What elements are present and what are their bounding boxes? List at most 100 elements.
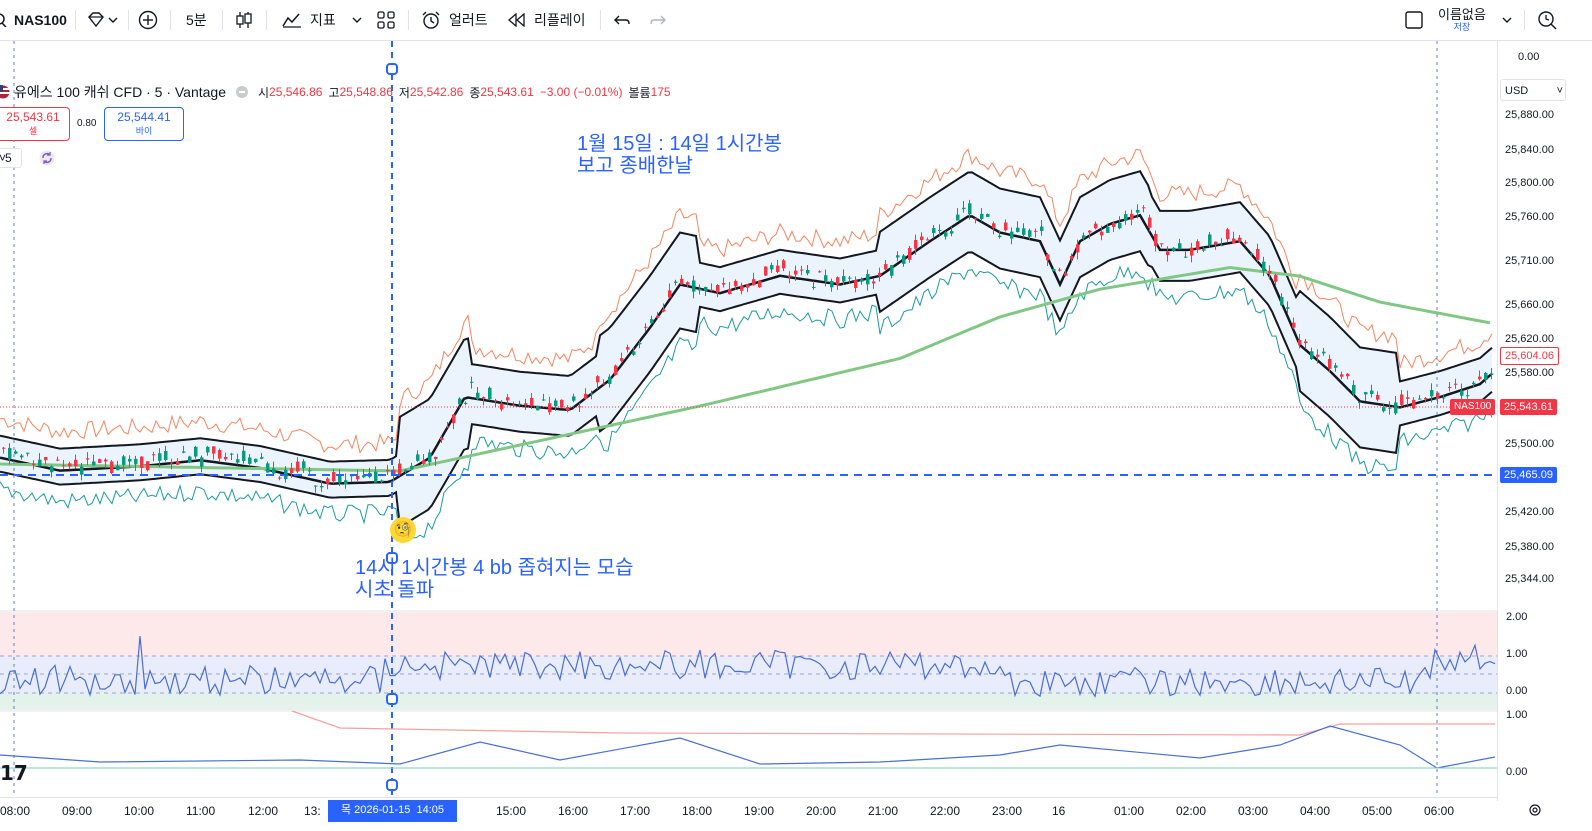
candle-body [50,466,54,473]
candle-body [1256,248,1260,260]
candle-body [1454,383,1458,385]
candle-body [1094,223,1098,229]
time-cursor-label: 목 2026-01-15 14:05 [328,800,457,822]
time-axis[interactable] [0,797,1497,831]
candle-body [1214,241,1218,245]
indicators-button[interactable]: 지표 [282,0,362,40]
open-value: 25,546.86 [269,85,323,99]
replay-button[interactable]: 리플레이 [508,0,586,40]
symbol-search[interactable]: NAS100 [0,0,80,40]
emoji-marker-icon[interactable]: 🧐 [390,517,416,543]
candle-body [482,397,486,399]
candle-body [1148,217,1152,228]
candle-body [164,450,168,461]
sell-button[interactable]: 25,543.61 셀 [0,107,70,141]
symbol-title[interactable]: 유에스 100 캐쉬 CFD · 5 · Vantage [14,84,226,100]
candle-body [1022,228,1026,235]
time-axis-label: 10:00 [124,804,155,818]
divider [1524,10,1525,30]
candle-body [410,465,414,470]
candle-body [146,461,150,471]
candle-body [416,454,420,461]
undo-button[interactable] [614,0,630,40]
candle-body [224,456,228,460]
candle-body [1160,243,1164,245]
alert-button[interactable]: 얼러트 [421,0,488,40]
layout-toggle[interactable] [1404,0,1424,40]
time-axis-label: 12:00 [248,804,279,818]
save-layout-button[interactable]: 이름없음 저장 [1438,0,1486,40]
candle-body [650,319,654,324]
candle-body [716,285,720,293]
candle-body [314,485,318,487]
candle-body [842,276,846,282]
candle-body [26,452,30,454]
time-axis-label: 17:00 [620,804,651,818]
currency-select[interactable]: USD ˅ [1500,79,1566,101]
quick-search-button[interactable] [1537,0,1557,40]
current-price-tag: 25,604.06 [1500,347,1559,365]
candle-body [290,468,294,474]
candle-body [344,480,348,485]
undo-icon [614,13,630,27]
currency-label: USD [1505,85,1529,97]
price-axis-label: 25,580.00 [1505,367,1554,379]
candle-body [674,281,678,283]
candle-body [734,280,738,287]
candle-body [1466,395,1470,397]
redo-button[interactable] [650,0,666,40]
candle-body [188,456,192,463]
osc1-axis-label: 2.00 [1506,611,1528,623]
layout-menu-button[interactable] [1502,0,1512,40]
signal-line [291,710,1495,736]
indicators-toggle[interactable]: ˅5 [0,148,22,168]
time-axis-label: 09:00 [62,804,93,818]
candle-body [1088,230,1092,233]
price-axis-label: 25,660.00 [1505,299,1554,311]
chevron-down-icon: ˅ [1556,85,1563,97]
candle-body [944,232,948,237]
layouts-button[interactable] [377,0,395,40]
buy-button[interactable]: 25,544.41 바이 [104,107,184,141]
candle-body [878,272,882,277]
rewind-icon [508,13,526,27]
tradingview-logo: 17 [0,761,28,785]
candle-body [518,403,522,405]
candle-body [668,290,672,298]
price-chart[interactable] [0,41,1592,831]
candle-body [926,239,930,241]
price-axis[interactable] [1497,41,1592,801]
price-axis-label: 25,380.00 [1505,541,1554,553]
annotation-note-2[interactable]: 14시 1시간봉 4 bb 좁혀지는 모습 시초 돌파 [355,557,634,601]
candle-body [1376,394,1380,400]
candle-body [566,407,570,411]
price-axis-label: 25,800.00 [1505,177,1554,189]
candle-body [1292,322,1296,328]
candle-body [1358,401,1362,403]
candle-body [800,269,804,271]
top-toolbar: NAS100 5분 지표 [0,0,1592,41]
candle-body [266,463,270,473]
interval-button[interactable]: 5분 [186,0,207,40]
candle-body [446,426,450,428]
candle-body [86,458,90,460]
candle-body [536,405,540,411]
candle-body [1484,372,1488,380]
add-compare-button[interactable] [138,0,158,40]
candle-body [1304,341,1308,344]
candle-body [98,459,102,463]
annotation-note-1[interactable]: 1월 15일 : 14일 1시간봉 보고 종배한날 [577,133,782,177]
candle-body [548,403,552,413]
candle-body [332,472,336,482]
candle-body [770,265,774,270]
watchlist-button[interactable] [86,0,118,40]
refresh-icon[interactable] [39,150,55,171]
price-axis-label: 25,620.00 [1505,333,1554,345]
candle-body [512,404,516,406]
save-label: 저장 [1453,22,1471,32]
chart-type-button[interactable] [235,0,253,40]
candle-body [710,289,714,291]
settings-gear-icon[interactable] [1528,803,1542,822]
candle-body [68,463,72,467]
market-status-icon [236,86,248,98]
